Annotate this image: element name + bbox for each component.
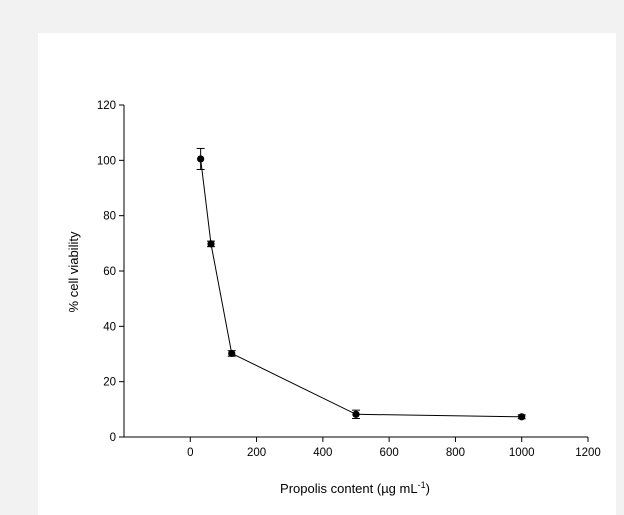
x-axis-label-main: Propolis content (µg mL [280,481,418,496]
x-tick-label: 0 [187,447,193,459]
data-point [207,240,215,248]
x-tick-label: 800 [446,447,465,459]
x-axis-label-sup: -1 [418,480,426,490]
x-tick-label: 1200 [575,447,601,459]
x-axis-label-tail: ) [426,481,430,496]
data-point [228,349,236,358]
y-tick-label: 0 [110,432,116,444]
y-tick-label: 80 [103,211,116,223]
data-marks [196,147,526,421]
data-point [197,155,205,163]
chart-card: 0 20 40 60 80 100 120 0 200 400 600 800 1000 1200 % c… [38,33,616,515]
series-line [200,158,522,418]
x-tick-label: 600 [380,447,399,459]
x-axis-label: Propolis content (µg mL-1) [280,480,430,496]
y-tick-label: 60 [103,266,116,278]
y-tick-label: 100 [97,155,116,167]
y-tick-label: 20 [103,377,116,389]
x-tick-label: 200 [247,447,266,459]
y-tick-label: 40 [103,321,116,333]
y-tick-label: 120 [97,100,116,112]
y-axis-label: % cell viability [66,231,81,312]
data-point [352,410,360,418]
x-tick-label: 1000 [509,447,535,459]
data-point [518,413,526,421]
x-tick-label: 400 [313,447,332,459]
